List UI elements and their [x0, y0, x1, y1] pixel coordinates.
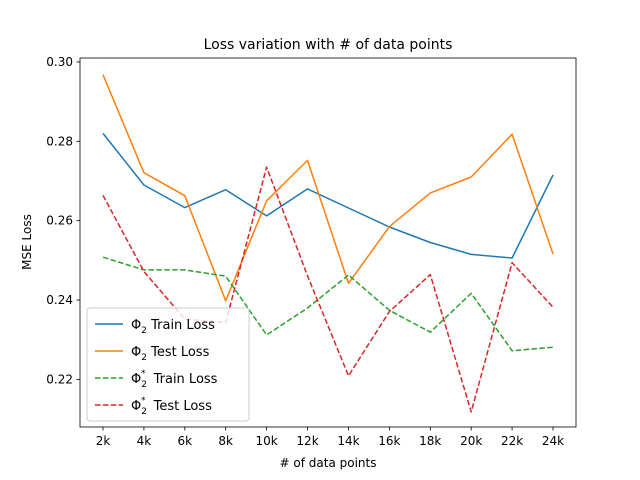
y-tick-label: 0.24	[46, 293, 73, 307]
y-tick-label: 0.26	[46, 214, 73, 228]
x-axis-label: # of data points	[280, 456, 377, 470]
y-axis: 0.22 0.24 0.26 0.28 0.30	[46, 55, 80, 386]
x-tick-label: 18k	[419, 434, 441, 448]
x-tick-label: 6k	[178, 434, 193, 448]
legend: Φ2 Train Loss Φ2 Test Loss Φ2* Train Loss Φ…	[86, 307, 250, 422]
plot-frame	[79, 57, 577, 428]
x-tick-label: 10k	[256, 434, 278, 448]
y-tick-label: 0.22	[46, 372, 73, 386]
x-tick-label: 20k	[460, 434, 482, 448]
x-tick-label: 16k	[378, 434, 400, 448]
y-axis-label: MSE Loss	[20, 214, 34, 270]
legend-label-2: Φ2 Test Loss	[131, 345, 210, 363]
legend-label-4: Φ2* Test Loss	[131, 396, 212, 417]
x-tick-label: 4k	[137, 434, 152, 448]
series-line-3	[102, 256, 554, 352]
series-line-1	[102, 132, 554, 259]
chart-title: Loss variation with # of data points	[204, 37, 453, 53]
y-tick-label: 0.28	[46, 134, 73, 148]
series-line-2	[102, 74, 554, 302]
legend-label-3: Φ2* Train Loss	[131, 369, 218, 390]
y-tick-label: 0.30	[46, 55, 73, 69]
legend-box	[86, 307, 250, 422]
legend-label-1: Φ2 Train Loss	[131, 318, 215, 336]
x-tick-label: 8k	[218, 434, 233, 448]
x-tick-label: 14k	[337, 434, 359, 448]
x-tick-label: 2k	[96, 434, 111, 448]
x-tick-label: 12k	[296, 434, 318, 448]
x-tick-label: 22k	[501, 434, 523, 448]
x-tick-label: 24k	[542, 434, 564, 448]
x-axis: 2k 4k 6k 8k 10k 12k 14k 16k 18k 20k 22k 24k	[96, 427, 564, 448]
